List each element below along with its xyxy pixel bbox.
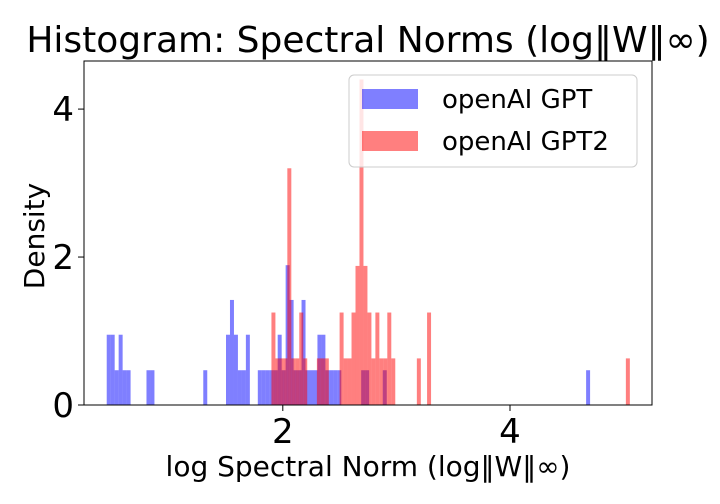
histogram-bar-gpt2 [279, 358, 284, 405]
histogram-bar-gpt2 [320, 358, 325, 405]
histogram-bar-gpt [265, 370, 270, 405]
legend-swatch-gpt [362, 89, 418, 109]
y-tick-label: 2 [52, 238, 74, 278]
histogram-bar-gpt [203, 370, 208, 405]
plot-frame [83, 60, 653, 406]
legend: openAI GPT openAI GPT2 [348, 74, 638, 168]
histogram-bar-gpt [122, 370, 127, 405]
x-tick-label: 2 [272, 412, 294, 452]
histogram-bar-gpt [261, 370, 266, 405]
histogram-bar-gpt2 [316, 358, 321, 405]
histogram-bar-gpt [329, 370, 334, 405]
histogram-bar-gpt [257, 370, 262, 405]
histogram-bar-gpt [114, 370, 119, 405]
histogram-bar-gpt2 [427, 312, 432, 405]
y-axis-label: Density [18, 183, 51, 289]
histogram-bar-gpt [118, 334, 123, 405]
legend-swatch-gpt2 [362, 131, 418, 151]
y-tick-label: 0 [52, 386, 74, 426]
histogram-bar-gpt2 [295, 358, 300, 405]
histogram-bar-gpt2 [359, 79, 364, 406]
x-tick-label: 4 [499, 412, 521, 452]
histogram-bar-gpt [150, 370, 155, 405]
histogram-bar-gpt2 [383, 358, 388, 405]
histogram-bar-gpt2 [375, 312, 380, 405]
histogram-bar-gpt [126, 370, 131, 405]
histogram-bar-gpt [313, 370, 318, 405]
histogram-bar-gpt [305, 370, 310, 405]
histogram-bar-gpt [309, 370, 314, 405]
histogram-bar-gpt [226, 334, 230, 405]
histogram-bar-gpt [110, 334, 115, 405]
histogram-bar-gpt2 [299, 312, 304, 405]
legend-label-gpt2: openAI GPT2 [442, 127, 609, 157]
histogram-bar-gpt2 [343, 358, 348, 405]
histogram-bar-gpt2 [275, 358, 280, 405]
histogram-bar-gpt2 [416, 358, 421, 405]
legend-label-gpt: openAI GPT [442, 85, 592, 115]
histogram-bar-gpt2 [363, 265, 368, 405]
histogram-bar-gpt2 [287, 168, 292, 405]
histogram-bar-gpt [586, 370, 591, 405]
histogram-bar-gpt2 [379, 358, 384, 405]
histogram-bar-gpt [333, 370, 338, 405]
histogram-bar-gpt2 [303, 358, 308, 405]
histogram-bar-gpt [301, 299, 306, 405]
histogram-bar-gpt2 [339, 312, 344, 405]
histogram-bar-gpt [146, 370, 151, 405]
histogram-bar-gpt [237, 370, 242, 405]
histogram-bar-gpt2 [355, 265, 360, 405]
ticks-layer: 2 4 0 2 4 [52, 90, 520, 452]
histogram-bar-gpt [106, 334, 111, 405]
y-tick-label: 4 [52, 90, 74, 130]
histogram-bar-gpt [233, 334, 238, 405]
chart-title: Histogram: Spectral Norms (log‖W‖∞) [26, 20, 709, 61]
histogram-bar-gpt2 [283, 358, 288, 405]
histogram-bar-gpt2 [347, 358, 352, 405]
histogram-bar-gpt2 [291, 358, 296, 405]
histogram-bar-gpt2 [387, 312, 392, 405]
histogram-bar-gpt2 [625, 358, 630, 405]
histogram-bar-gpt [229, 299, 234, 405]
histogram-bar-gpt2 [271, 312, 276, 405]
bars-layer [106, 79, 630, 406]
x-axis-label: log Spectral Norm (log‖W‖∞) [166, 450, 571, 483]
histogram-bar-gpt2 [351, 312, 356, 405]
histogram-bar-gpt2 [391, 358, 396, 405]
histogram-bar-gpt [289, 299, 294, 405]
histogram-bar-gpt2 [324, 358, 329, 405]
histogram-bar-gpt [241, 370, 246, 405]
histogram-bar-gpt2 [367, 312, 372, 405]
legend-box [348, 74, 638, 168]
histogram-bar-gpt2 [371, 358, 376, 405]
histogram-bar-gpt [337, 370, 342, 405]
histogram-bar-gpt [245, 334, 250, 405]
